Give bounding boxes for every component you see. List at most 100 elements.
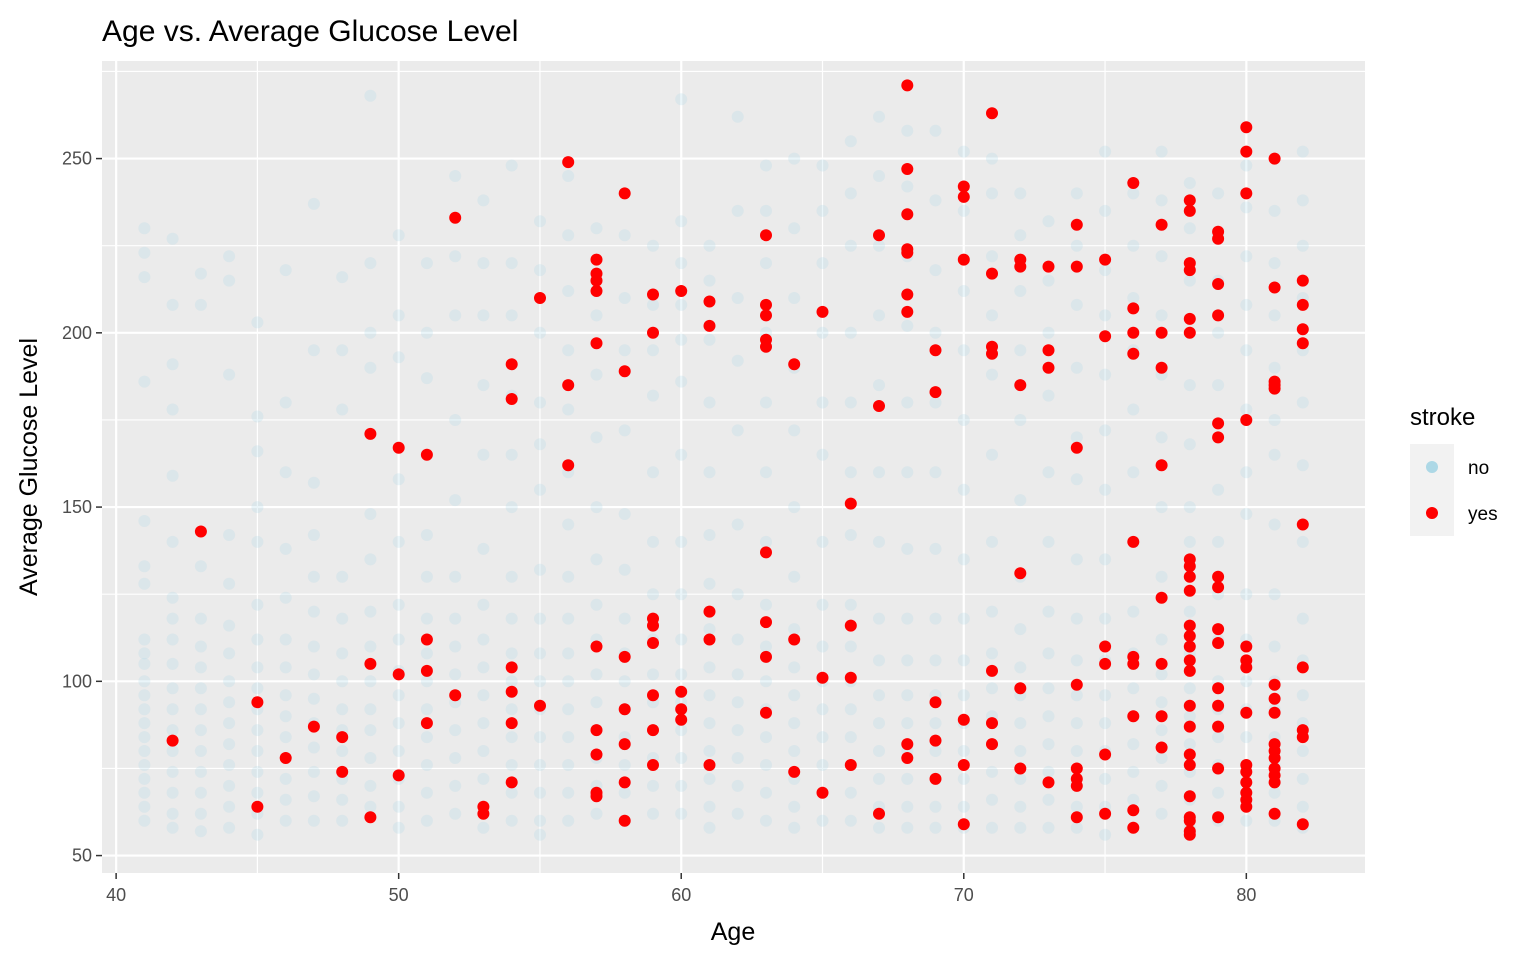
point-yes — [392, 769, 405, 782]
point-yes — [1127, 177, 1140, 189]
point-no — [534, 675, 546, 688]
point-no — [675, 779, 688, 792]
point-no — [1070, 800, 1083, 813]
point-no — [1183, 682, 1196, 695]
point-no — [703, 577, 716, 590]
point-no — [901, 542, 914, 555]
point-yes — [562, 156, 575, 169]
point-no — [477, 717, 490, 730]
point-no — [138, 271, 151, 284]
point-no — [957, 612, 970, 625]
point-no — [1155, 145, 1168, 158]
point-yes — [1099, 640, 1112, 653]
point-no — [1296, 239, 1309, 252]
point-no — [166, 298, 179, 311]
point-no — [138, 246, 151, 259]
point-yes — [760, 340, 772, 353]
point-yes — [420, 717, 433, 730]
point-no — [1240, 588, 1253, 601]
point-no — [1042, 326, 1055, 339]
point-yes — [590, 253, 603, 266]
point-no — [251, 828, 264, 841]
point-no — [251, 535, 264, 548]
point-yes — [1212, 720, 1225, 733]
point-no — [1212, 187, 1225, 200]
point-no — [703, 689, 716, 702]
point-yes — [1296, 337, 1309, 350]
point-yes — [1296, 731, 1309, 744]
point-no — [477, 745, 490, 757]
point-no — [307, 605, 320, 618]
point-yes — [1240, 706, 1253, 719]
point-yes — [788, 633, 801, 646]
point-no — [1099, 145, 1112, 158]
point-yes — [1014, 762, 1027, 775]
point-yes — [1099, 748, 1112, 761]
point-yes — [364, 811, 377, 824]
point-no — [534, 612, 546, 625]
point-yes — [1070, 762, 1083, 775]
point-no — [1070, 298, 1083, 311]
point-no — [957, 414, 970, 426]
point-yes — [1014, 682, 1027, 695]
point-no — [1014, 772, 1027, 785]
point-no — [1014, 821, 1027, 834]
point-no — [1268, 588, 1281, 601]
point-no — [590, 668, 603, 681]
point-no — [618, 759, 631, 771]
point-no — [1014, 745, 1027, 757]
point-no — [194, 807, 207, 820]
point-no — [477, 661, 490, 674]
point-no — [1070, 745, 1083, 757]
point-yes — [1268, 382, 1281, 395]
point-no — [929, 396, 942, 409]
point-no — [562, 518, 575, 531]
point-no — [675, 93, 688, 106]
point-no — [957, 204, 970, 217]
point-yes — [1014, 379, 1027, 392]
point-yes — [1070, 218, 1083, 231]
point-no — [449, 250, 462, 263]
point-no — [873, 745, 885, 757]
point-no — [1014, 344, 1027, 357]
point-no — [1099, 717, 1112, 730]
point-no — [929, 612, 942, 625]
legend-label-yes: yes — [1468, 504, 1498, 525]
point-no — [1070, 821, 1083, 834]
point-yes — [251, 696, 264, 709]
point-yes — [901, 246, 914, 259]
point-no — [844, 731, 857, 744]
point-no — [731, 518, 744, 531]
point-no — [1014, 229, 1027, 242]
point-no — [166, 657, 179, 670]
point-yes — [929, 734, 942, 747]
point-yes — [1183, 720, 1196, 733]
point-no — [1042, 215, 1055, 228]
point-no — [1155, 724, 1168, 737]
point-yes — [986, 738, 998, 751]
point-no — [731, 752, 744, 764]
point-yes — [590, 748, 603, 761]
point-no — [562, 570, 575, 583]
point-no — [223, 619, 236, 632]
point-no — [788, 424, 801, 437]
point-no — [534, 264, 546, 277]
point-yes — [844, 759, 857, 771]
point-yes — [647, 724, 659, 737]
point-yes — [618, 650, 631, 663]
point-no — [703, 529, 716, 541]
point-yes — [590, 274, 603, 287]
point-yes — [647, 326, 659, 339]
point-no — [788, 821, 801, 834]
point-yes — [1183, 790, 1196, 803]
point-yes — [957, 759, 970, 771]
point-yes — [1070, 260, 1083, 273]
point-no — [647, 668, 659, 681]
point-no — [703, 661, 716, 674]
point-no — [986, 250, 998, 263]
point-yes — [590, 640, 603, 653]
x-tick-label: 50 — [389, 885, 409, 905]
point-no — [449, 494, 462, 507]
point-yes — [1070, 779, 1083, 792]
point-no — [844, 187, 857, 200]
